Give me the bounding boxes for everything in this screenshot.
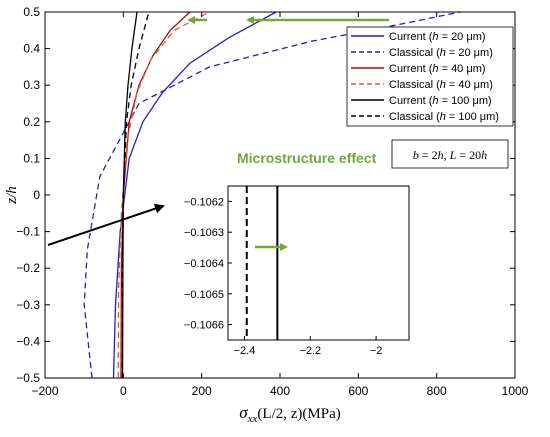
inset-frame [227, 185, 410, 341]
x-axis-title: σxx(L/2, z)(MPa) [239, 403, 340, 425]
series-line-5 [121, 11, 138, 379]
x-tick-label: −200 [31, 384, 58, 398]
series-line-1 [112, 11, 277, 379]
legend-label-5: Current (h = 100 μm) [389, 95, 492, 107]
inset-x-ticks: −2.4 −2.2 −2 [234, 336, 383, 357]
dimension-annotation: b = 2h, L = 20h [391, 139, 509, 169]
y-tick-label: 0.2 [23, 115, 40, 129]
legend-label-6: Classical (h = 100 μm) [389, 111, 499, 123]
x-tick-label: 200 [192, 384, 212, 398]
inset-x-tick-label: −2.2 [299, 345, 321, 357]
dimension-annotation-box [391, 139, 509, 169]
inset-pointer-arrow [47, 203, 165, 246]
y-tick-label: 0 [33, 188, 40, 202]
y-tick-label: 0.4 [23, 42, 40, 56]
series-line-2 [83, 11, 461, 379]
inset-y-tick-label: −0.1066 [184, 320, 224, 332]
x-axis-title-sigma: σ [239, 403, 248, 422]
legend-items: Current (h = 20 μm) Classical (h = 20 μm)… [351, 31, 499, 123]
inset-y-ticks: −0.1062 −0.1063 −0.1064 −0.1065 −0.1066 [184, 196, 232, 332]
x-tick-label: 400 [270, 384, 290, 398]
legend-box [346, 26, 514, 127]
legend-label-4: Classical (h = 40 μm) [389, 79, 493, 91]
y-tick-label: −0.1 [16, 225, 40, 239]
x-tick-label: 800 [427, 384, 447, 398]
microstructure-effect-annotation: Microstructure effect [237, 150, 377, 166]
y-tick-label: −0.3 [16, 298, 40, 312]
legend-label-3: Current (h = 40 μm) [389, 63, 486, 75]
y-tick-label: −0.5 [16, 371, 40, 385]
legend-label-1: Current (h = 20 μm) [389, 31, 486, 43]
y-tick-label: 0.1 [23, 151, 40, 165]
y-tick-label: −0.4 [16, 334, 40, 348]
inset-lines [245, 186, 279, 340]
inset-y-tick-label: −0.1063 [184, 227, 224, 239]
main-plot-series [83, 11, 461, 379]
legend: Current (h = 20 μm) Classical (h = 20 μm)… [346, 26, 514, 127]
y-tick-label: 0.3 [23, 78, 40, 92]
inset-x-tick-label: −2.4 [234, 345, 256, 357]
y-axis-ticks: −0.5 −0.4 −0.3 −0.2 −0.1 0 0.1 0.2 0.3 0.4 0.5 [16, 5, 515, 385]
y-tick-label: 0.5 [23, 5, 40, 19]
x-axis-ticks: −200 0 200 400 600 800 1000 [31, 12, 529, 398]
inset-y-tick-label: −0.1064 [184, 258, 224, 270]
inset-x-tick-label: −2 [370, 345, 383, 357]
x-axis-title-subscript: xx [247, 413, 258, 425]
legend-label-2: Classical (h = 20 μm) [389, 47, 493, 59]
series-line-4 [117, 11, 210, 379]
series-line-3 [120, 11, 191, 379]
y-axis-title: z/h [4, 186, 20, 205]
x-tick-label: 1000 [502, 384, 529, 398]
dimension-annotation-text: b = 2h, L = 20h [413, 148, 487, 162]
x-tick-label: 600 [348, 384, 368, 398]
series-line-6 [121, 11, 150, 379]
x-tick-label: 0 [120, 384, 127, 398]
inset-y-tick-label: −0.1062 [184, 196, 224, 208]
inset-plot: −2.4 −2.2 −2 −0.1062−0.1063−0.1064−0.1065−… [184, 185, 410, 357]
inset-y-tick-label: −0.1065 [184, 289, 224, 301]
x-axis-title-rest: (L/2, z)(MPa) [257, 406, 340, 422]
y-tick-label: −0.2 [16, 261, 40, 275]
